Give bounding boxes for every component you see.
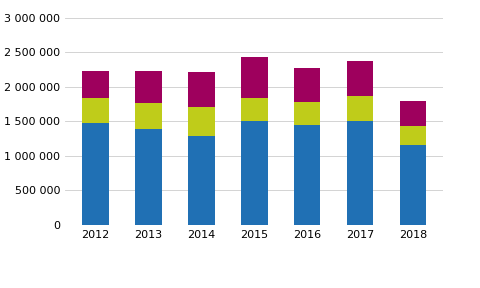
Bar [400,145,426,225]
Bar [241,57,267,98]
Bar [294,68,321,102]
Bar [347,61,373,96]
Bar [188,72,215,107]
Bar [188,137,215,225]
Bar [188,107,215,137]
Bar [135,103,162,129]
Bar [135,129,162,225]
Bar [347,96,373,121]
Bar [347,121,373,225]
Bar [83,71,109,98]
Bar [294,125,321,225]
Bar [83,98,109,123]
Bar [241,98,267,121]
Bar [83,123,109,225]
Bar [241,121,267,225]
Bar [400,101,426,126]
Bar [135,71,162,103]
Bar [400,126,426,145]
Bar [294,102,321,125]
